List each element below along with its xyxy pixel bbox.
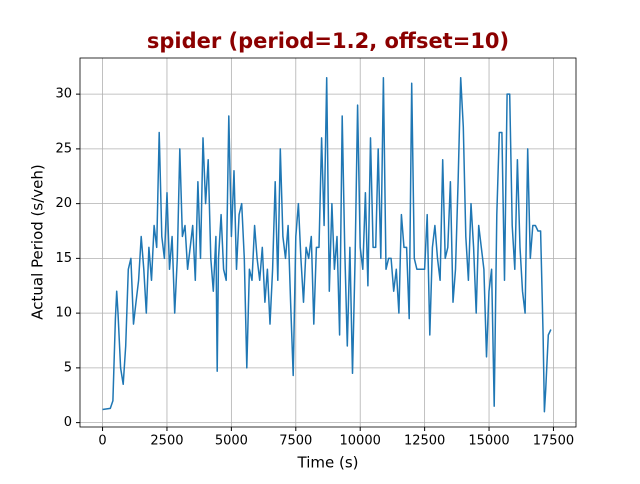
plot-frame xyxy=(79,57,577,428)
y-tick-label: 20 xyxy=(55,196,72,211)
y-tick-label: 0 xyxy=(64,415,72,430)
y-tick-label: 30 xyxy=(55,87,72,102)
chart-title: spider (period=1.2, offset=10) xyxy=(147,29,509,53)
x-tick-label: 7500 xyxy=(279,434,312,449)
y-tick-label: 15 xyxy=(55,251,72,266)
y-axis-label: Actual Period (s/veh) xyxy=(29,164,47,320)
y-tick-label: 5 xyxy=(64,360,72,375)
x-tick-label: 12500 xyxy=(404,434,445,449)
y-tick-label: 25 xyxy=(55,141,72,156)
x-axis-label: Time (s) xyxy=(297,454,359,472)
x-tick-label: 0 xyxy=(98,434,106,449)
x-tick-label: 2500 xyxy=(150,434,183,449)
y-tick-label: 10 xyxy=(55,306,72,321)
x-tick-label: 17500 xyxy=(533,434,574,449)
x-tick-label: 10000 xyxy=(340,434,381,449)
x-tick-label: 15000 xyxy=(468,434,509,449)
x-tick-label: 5000 xyxy=(215,434,248,449)
data-line xyxy=(102,76,552,413)
